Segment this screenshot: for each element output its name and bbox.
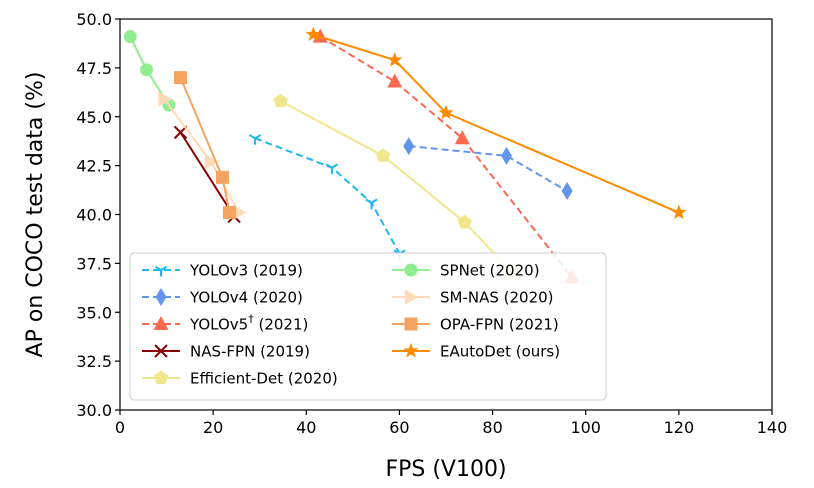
data-point-yolov3-2019-1 xyxy=(325,163,339,175)
data-point-eautodet-ours-2 xyxy=(438,104,454,120)
data-point-yolov4-2020-2 xyxy=(561,182,573,201)
data-point-eautodet-ours-0 xyxy=(305,26,321,42)
data-point-yolov4-2020-1 xyxy=(501,146,513,165)
y-tick-label: 40.0 xyxy=(76,206,112,225)
data-point-nas-fpn-2019-0 xyxy=(173,125,188,140)
y-tick-label: 45.0 xyxy=(76,108,112,127)
legend-marker xyxy=(404,317,418,331)
series-eautodet-ours xyxy=(305,26,687,220)
x-axis-title: FPS (V100) xyxy=(385,457,506,482)
x-tick-label: 20 xyxy=(203,418,223,437)
y-tick-label: 42.5 xyxy=(76,157,112,176)
y-tick-label: 32.5 xyxy=(76,352,112,371)
legend-marker xyxy=(154,265,168,277)
y-tick-label: 35.0 xyxy=(76,303,112,322)
legend-item-efficient-det-2020: Efficient-Det (2020) xyxy=(142,370,338,388)
series-line-nas-fpn-2019 xyxy=(179,131,235,217)
legend-label: NAS-FPN (2019) xyxy=(190,343,310,361)
legend-label: SPNet (2020) xyxy=(440,262,540,280)
legend-label: EAutoDet (ours) xyxy=(440,343,560,361)
series-spnet-2020 xyxy=(123,30,176,112)
x-tick-label: 60 xyxy=(389,418,409,437)
y-axis-title: AP on COCO test data (%) xyxy=(23,72,48,358)
data-point-efficient-det-2020-0 xyxy=(273,93,288,108)
x-tick-label: 120 xyxy=(664,418,695,437)
data-point-yolov4-2020-0 xyxy=(403,137,415,156)
legend-item-spnet-2020: SPNet (2020) xyxy=(392,262,540,280)
legend-label-rest: (2021) xyxy=(254,316,309,334)
legend-label-sup: † xyxy=(248,313,254,326)
data-point-yolov5-2021-1 xyxy=(387,73,403,88)
legend-item-nas-fpn-2019: NAS-FPN (2019) xyxy=(142,343,310,361)
legend-marker xyxy=(154,344,168,358)
data-point-sm-nas-2020-0 xyxy=(158,91,173,107)
legend-item-yolov3-2019: YOLOv3 (2019) xyxy=(142,262,303,280)
legend-label: OPA-FPN (2021) xyxy=(440,316,559,334)
series-sm-nas-2020 xyxy=(158,91,247,221)
legend-item-sm-nas-2020: SM-NAS (2020) xyxy=(392,289,554,307)
legend-label: YOLOv4 (2020) xyxy=(189,289,303,307)
data-point-opa-fpn-2021-2 xyxy=(222,206,236,220)
legend-label: SM-NAS (2020) xyxy=(440,289,554,307)
data-point-sm-nas-2020-1 xyxy=(204,154,219,170)
data-point-yolov3-2019-2 xyxy=(365,198,378,210)
legend-label-main: YOLOv5 xyxy=(189,316,248,334)
legend-label: Efficient-Det (2020) xyxy=(190,370,338,388)
legend-box xyxy=(129,252,607,401)
data-point-yolov5-2021-2 xyxy=(454,130,470,145)
legend-marker xyxy=(403,343,419,358)
data-point-sm-nas-2020-2 xyxy=(232,205,247,221)
ticks-layer: 0 20 40 60 80 100 120 140 30.0 32.5 35.0 37.5 40.0 42… xyxy=(76,10,787,437)
legend-marker xyxy=(405,289,419,305)
y-tick-label: 30.0 xyxy=(76,401,112,420)
data-point-opa-fpn-2021-1 xyxy=(215,170,229,184)
legend-item-yolov5-2021: YOLOv5† (2021) xyxy=(142,313,308,334)
series-line-efficient-det-2020 xyxy=(280,100,512,272)
data-point-spnet-2020-1 xyxy=(140,63,154,77)
legend-label: YOLOv5† (2021) xyxy=(189,313,308,334)
series-yolov4-2020 xyxy=(403,137,573,201)
legend-item-yolov4-2020: YOLOv4 (2020) xyxy=(142,288,303,307)
y-tick-label: 47.5 xyxy=(76,59,112,78)
data-point-efficient-det-2020-1 xyxy=(376,148,391,162)
x-tick-label: 80 xyxy=(482,418,502,437)
legend: YOLOv3 (2019) YOLOv4 (2020) YOLOv5† (2021)… xyxy=(129,252,607,401)
x-tick-label: 140 xyxy=(757,418,788,437)
legend-marker xyxy=(155,288,167,306)
legend-marker xyxy=(404,263,418,277)
legend-label: YOLOv3 (2019) xyxy=(189,262,303,280)
legend-item-eautodet-ours: EAutoDet (ours) xyxy=(392,343,560,361)
x-tick-label: 100 xyxy=(570,418,601,437)
data-point-eautodet-ours-3 xyxy=(671,204,687,220)
y-tick-label: 50.0 xyxy=(76,10,112,29)
x-tick-label: 0 xyxy=(115,418,125,437)
y-tick-label: 37.5 xyxy=(76,254,112,273)
data-point-opa-fpn-2021-0 xyxy=(174,71,188,85)
series-opa-fpn-2021 xyxy=(174,71,236,220)
data-point-efficient-det-2020-2 xyxy=(457,214,472,229)
x-tick-label: 40 xyxy=(296,418,316,437)
legend-marker xyxy=(153,370,169,385)
series-line-eautodet-ours xyxy=(312,33,680,214)
series-line-yolov4-2020 xyxy=(408,145,568,192)
data-point-yolov3-2019-0 xyxy=(248,134,262,145)
data-point-spnet-2020-0 xyxy=(123,30,137,44)
series-layer xyxy=(123,26,687,284)
legend-item-opa-fpn-2021: OPA-FPN (2021) xyxy=(392,316,559,334)
legend-marker xyxy=(153,316,169,330)
data-point-eautodet-ours-1 xyxy=(387,52,403,67)
